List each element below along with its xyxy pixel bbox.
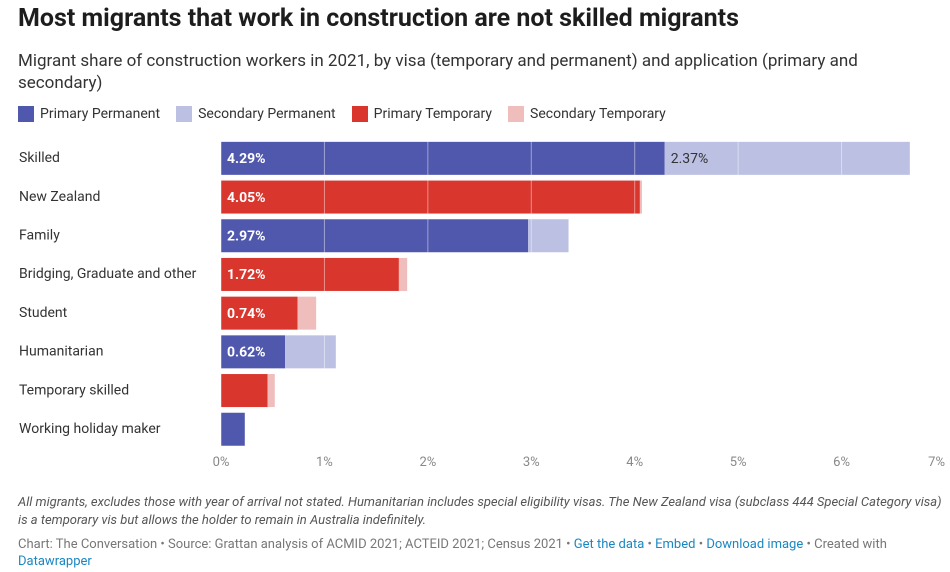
bar-segment (528, 219, 569, 253)
legend-swatch (18, 106, 34, 122)
category-label: New Zealand (19, 189, 100, 205)
value-label: 0.62% (227, 345, 266, 361)
legend-item: Primary Permanent (18, 106, 160, 122)
x-tick-label: 1% (316, 455, 333, 470)
legend-item: Primary Temporary (351, 106, 493, 122)
value-label: 2.37% (671, 151, 709, 167)
bar-segment (221, 257, 399, 291)
legend-label: Secondary Temporary (530, 106, 666, 122)
bar-segment (221, 141, 665, 175)
value-label: 1.72% (227, 267, 266, 283)
category-label: Bridging, Graduate and other (19, 266, 197, 282)
x-tick-label: 3% (523, 455, 540, 470)
value-label: 2.97% (227, 228, 266, 244)
x-tick-label: 7% (928, 455, 945, 470)
bar-segment (221, 412, 245, 446)
bar-segment (221, 296, 298, 330)
bar-segment (221, 180, 640, 214)
x-tick-label: 2% (419, 455, 436, 470)
legend-swatch (508, 106, 525, 122)
bar-segment (664, 141, 910, 175)
credit-text: Created with (814, 537, 887, 552)
category-label: Skilled (19, 150, 60, 166)
separator: • (647, 537, 652, 552)
separator: • (566, 537, 571, 552)
legend-label: Secondary Permanent (198, 106, 336, 122)
category-label: Humanitarian (19, 344, 103, 360)
x-tick-label: 6% (833, 455, 850, 470)
plot: Skilled 4.29% 2.37% New Zealand 4.05% Family 2… (19, 141, 945, 471)
value-label: 4.29% (227, 151, 266, 167)
legend: Primary Permanent Secondary Permanent Prim… (18, 106, 666, 122)
legend-label: Primary Permanent (40, 106, 161, 122)
legend-swatch (176, 106, 193, 122)
value-label: 0.74% (227, 306, 266, 322)
legend-item: Secondary Permanent (176, 106, 336, 122)
bar-segment (297, 296, 317, 330)
chart-title: Most migrants that work in construction … (18, 4, 739, 33)
legend-item: Secondary Temporary (508, 106, 666, 122)
bar-segment (221, 335, 286, 369)
category-label: Temporary skilled (19, 382, 129, 398)
footer-link[interactable]: Get the data (573, 537, 645, 552)
value-label: 4.05% (227, 190, 266, 206)
legend-label: Primary Temporary (373, 106, 493, 122)
x-tick-label: 0% (213, 455, 230, 470)
legend-swatch (351, 106, 368, 122)
category-label: Working holiday maker (19, 421, 161, 437)
bar-segment (221, 374, 268, 408)
credit-link[interactable]: Datawrapper (18, 554, 92, 569)
category-label: Student (19, 305, 68, 321)
chart-note: All migrants, excludes those with year o… (18, 495, 942, 528)
chart-subtitle: Migrant share of construction workers in… (18, 51, 858, 93)
bar-segment (221, 219, 529, 253)
x-tick-label: 5% (730, 455, 747, 470)
bar-segment (639, 180, 642, 214)
bar-segment (267, 374, 275, 408)
footer-link[interactable]: Embed (655, 537, 696, 552)
bar-segment (398, 257, 408, 291)
bars (221, 141, 910, 446)
x-tick-label: 4% (626, 455, 643, 470)
separator: • (806, 537, 811, 552)
footer-link[interactable]: Download image (706, 537, 804, 552)
source-text: Chart: The Conversation • Source: Gratta… (18, 537, 563, 552)
category-label: Family (19, 227, 60, 243)
separator: • (698, 537, 704, 552)
bar-segment (285, 335, 336, 369)
chart-footer: Chart: The Conversation • Source: Gratta… (18, 536, 943, 570)
